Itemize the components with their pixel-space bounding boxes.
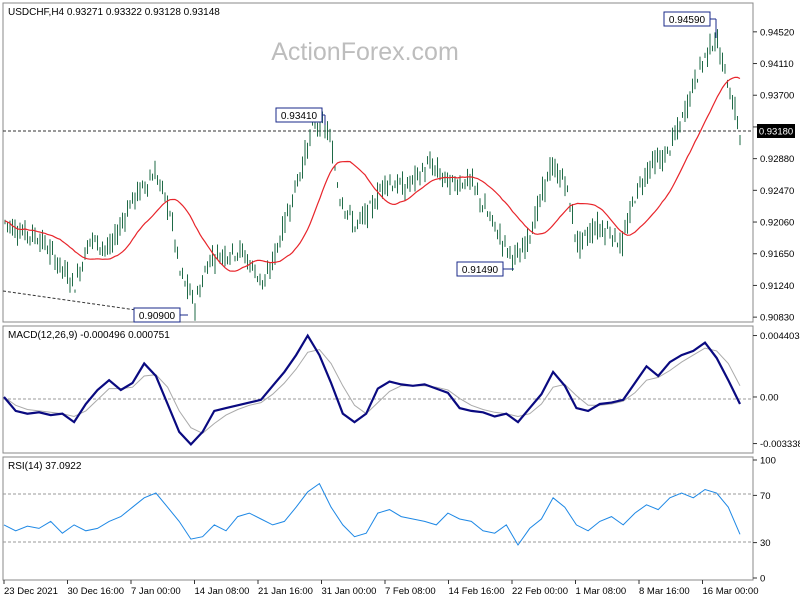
macd-y-ticks: 0.004403 0.00 -0.003338 [753,331,800,450]
price-header: USDCHF,H4 0.93271 0.93322 0.93128 0.9314… [8,7,220,18]
macd-tick-label: -0.003338 [760,439,800,450]
annotation-low2-label: 0.91490 [462,265,499,276]
price-tick-label: 0.91240 [760,281,794,292]
annotation-mid: 0.93410 [275,107,326,125]
rsi-tick-label: 70 [760,491,771,502]
macd-main-line [3,333,741,447]
x-tick-label: 7 Jan 00:00 [131,586,181,597]
trend-line [2,290,151,313]
x-tick-label: 16 Mar 00:00 [703,586,759,597]
rsi-y-ticks: 100 70 30 0 [753,456,776,585]
macd-tick-label: 0.004403 [760,331,800,342]
x-tick-label: 1 Mar 08:00 [576,586,627,597]
price-y-ticks: 0.945200.941100.937000.932900.928800.924… [753,27,794,324]
price-tick-label: 0.92060 [760,218,794,229]
x-tick-label: 30 Dec 16:00 [68,586,125,597]
annotation-mid-label: 0.93410 [281,111,318,122]
rsi-header: RSI(14) 37.0922 [8,461,82,472]
annotation-high-label: 0.94590 [669,15,706,26]
annotation-high: 0.94590 [663,11,717,38]
rsi-line [3,482,741,546]
x-tick-label: 14 Jan 08:00 [195,586,250,597]
x-tick-label: 23 Dec 2021 [4,586,58,597]
rsi-tick-label: 100 [760,456,776,467]
annotation-low2: 0.91490 [456,261,514,277]
rsi-tick-label: 30 [760,538,771,549]
price-tick-label: 0.92880 [760,154,794,165]
price-tick-label: 0.94110 [760,59,794,70]
annotation-low1: 0.90900 [133,307,188,323]
price-tick-label: 0.93700 [760,91,794,102]
rsi-tick-label: 0 [760,574,765,585]
macd-tick-label: 0.00 [760,392,779,403]
x-tick-label: 8 Mar 16:00 [639,586,690,597]
annotation-low1-label: 0.90900 [139,311,176,322]
macd-signal-line [3,347,741,434]
price-bars [4,29,741,321]
watermark-text: ActionForex.com [271,38,459,66]
x-tick-label: 31 Jan 00:00 [322,586,377,597]
x-tick-label: 22 Feb 00:00 [512,586,568,597]
moving-average-line [4,76,741,272]
price-tick-label: 0.91650 [760,249,794,260]
macd-pane-frame [2,325,754,454]
rsi-pane-frame [2,456,754,581]
current-price-tag [757,124,795,138]
x-tick-label: 7 Feb 08:00 [385,586,436,597]
macd-header: MACD(12,26,9) -0.000496 0.000751 [8,330,170,341]
price-tick-label: 0.94520 [760,27,794,38]
price-pane-frame [2,2,754,323]
price-tick-label: 0.90830 [760,313,794,324]
x-tick-label: 14 Feb 16:00 [449,586,505,597]
x-tick-label: 21 Jan 16:00 [258,586,313,597]
current-price-label: 0.93180 [759,127,793,138]
price-tick-label: 0.92470 [760,186,794,197]
x-axis-ticks: 23 Dec 2021 30 Dec 16:00 7 Jan 00:00 14 Jan… [3,580,759,597]
